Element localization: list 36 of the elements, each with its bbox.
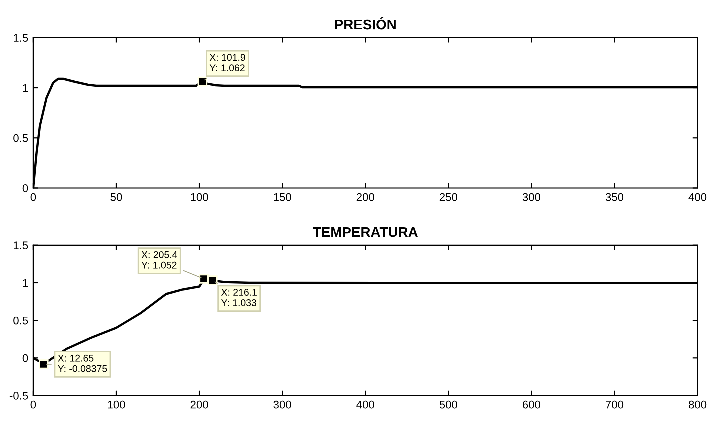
y-tick-label: -0.5 <box>10 392 28 400</box>
x-tick-label: 350 <box>606 193 624 202</box>
point <box>199 274 209 284</box>
x-tick-label: 100 <box>191 193 208 202</box>
y-tick-label: 0.5 <box>14 316 28 325</box>
x-tick-label: 50 <box>110 193 122 202</box>
x-tick-label: 100 <box>108 400 126 409</box>
x-tick-label: 600 <box>522 400 541 409</box>
x-tick-label: 150 <box>274 193 292 202</box>
annotation: X: 12.65 Y: -0.08375 <box>58 354 108 372</box>
y-tick-label: 0.5 <box>14 134 28 142</box>
chart-title: TEMPERATURA <box>313 227 418 238</box>
x-tick-label: 500 <box>440 400 458 409</box>
annotation: X: 205.4 Y: 1.052 <box>142 251 178 269</box>
y-tick-label: 0 <box>22 184 28 192</box>
y-tick-label: 0 <box>22 354 28 362</box>
x-tick-label: 400 <box>356 400 374 409</box>
x-tick-label: 0 <box>30 400 36 409</box>
x-tick-label: 700 <box>606 400 624 409</box>
point <box>39 360 49 370</box>
annotation: X: 101.9 Y: 1.062 <box>210 54 246 72</box>
x-tick-label: 300 <box>274 400 292 409</box>
point <box>208 276 218 286</box>
x-tick-label: 0 <box>30 193 36 202</box>
y-tick-label: 1 <box>23 279 28 287</box>
x-tick-label: 200 <box>190 400 208 409</box>
annotation: X: 216.1 Y: 1.033 <box>221 289 257 306</box>
x-tick-label: 250 <box>440 193 458 202</box>
x-tick-label: 400 <box>688 193 707 202</box>
y-tick-label: 1.5 <box>14 242 28 250</box>
x-tick-label: 800 <box>688 400 707 409</box>
x-tick-label: 300 <box>522 193 541 202</box>
y-tick-label: 1 <box>23 84 28 92</box>
x-tick-label: 200 <box>356 193 374 202</box>
chart-title: PRESIÓN <box>335 17 396 30</box>
y-tick-label: 1.5 <box>14 34 28 42</box>
